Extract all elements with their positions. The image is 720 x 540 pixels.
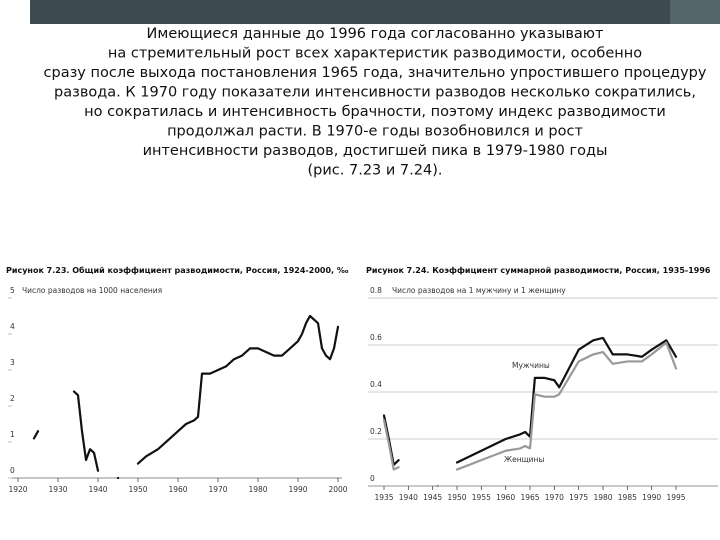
y-tick-label: 4 (10, 322, 15, 331)
x-tick-label: 1940 (88, 485, 107, 494)
x-tick-label: 1990 (288, 485, 307, 494)
paragraph-line: Имеющиеся данные до 1996 года согласован… (147, 26, 604, 42)
paragraph-line: но сократилась и интенсивность брачности… (84, 104, 666, 120)
data-line (32, 314, 340, 480)
x-tick-label: 1960 (496, 493, 515, 502)
x-tick-label: 1950 (447, 493, 466, 502)
series-label: Женщины (504, 455, 544, 464)
y-axis-label: Число разводов на 1 мужчину и 1 женщину (392, 286, 566, 295)
y-tick-label: 0.2 (370, 427, 382, 436)
x-tick-label: 1940 (399, 493, 418, 502)
x-tick-label: 1920 (8, 485, 27, 494)
x-tick-label: 1970 (208, 485, 227, 494)
top-bar (30, 0, 720, 24)
paragraph-line: на стремительный рост всех характеристик… (108, 46, 642, 62)
x-tick-label: 1980 (593, 493, 612, 502)
y-axis-label: Число разводов на 1000 населения (22, 286, 162, 295)
x-tick-label: 1985 (618, 493, 637, 502)
y-tick-label: 0 (370, 474, 375, 483)
x-tick-label: 1930 (48, 485, 67, 494)
y-tick-label: 5 (10, 286, 15, 295)
y-tick-label: 2 (10, 394, 15, 403)
y-tick-label: 1 (10, 430, 15, 439)
y-tick-label: 0.8 (370, 286, 382, 295)
paragraph-line: развода. К 1970 году показатели интенсив… (54, 85, 696, 101)
chart-title: Рисунок 7.24. Коэффициент суммарной разв… (366, 266, 711, 275)
top-bar-accent (670, 0, 720, 24)
x-tick-label: 1975 (569, 493, 588, 502)
y-tick-label: 0.4 (370, 380, 382, 389)
chart-title: Рисунок 7.23. Общий коэффициент разводим… (6, 265, 349, 275)
y-tick-label: 0 (10, 466, 15, 475)
paragraph-line: продолжал расти. В 1970-е годы возобнови… (167, 124, 583, 140)
x-tick-label: 2000 (328, 485, 347, 494)
x-tick-label: 1950 (128, 485, 147, 494)
paragraph-line: (рис. 7.23 и 7.24). (308, 163, 443, 179)
y-tick-label: 3 (10, 358, 15, 367)
x-tick-label: 1955 (472, 493, 491, 502)
x-tick-label: 1990 (642, 493, 661, 502)
series-label: Мужчины (512, 361, 550, 370)
x-tick-label: 1995 (666, 493, 685, 502)
x-tick-label: 1935 (374, 493, 393, 502)
x-tick-label: 1945 (423, 493, 442, 502)
y-tick-label: 0.6 (370, 333, 382, 342)
x-tick-label: 1970 (545, 493, 564, 502)
x-tick-label: 1980 (248, 485, 267, 494)
paragraph-line: сразу после выхода постановления 1965 го… (44, 65, 707, 81)
paragraph-line: интенсивности разводов, достигшей пика в… (143, 143, 608, 159)
x-tick-label: 1960 (168, 485, 187, 494)
data-line (382, 341, 678, 488)
x-tick-label: 1965 (520, 493, 539, 502)
